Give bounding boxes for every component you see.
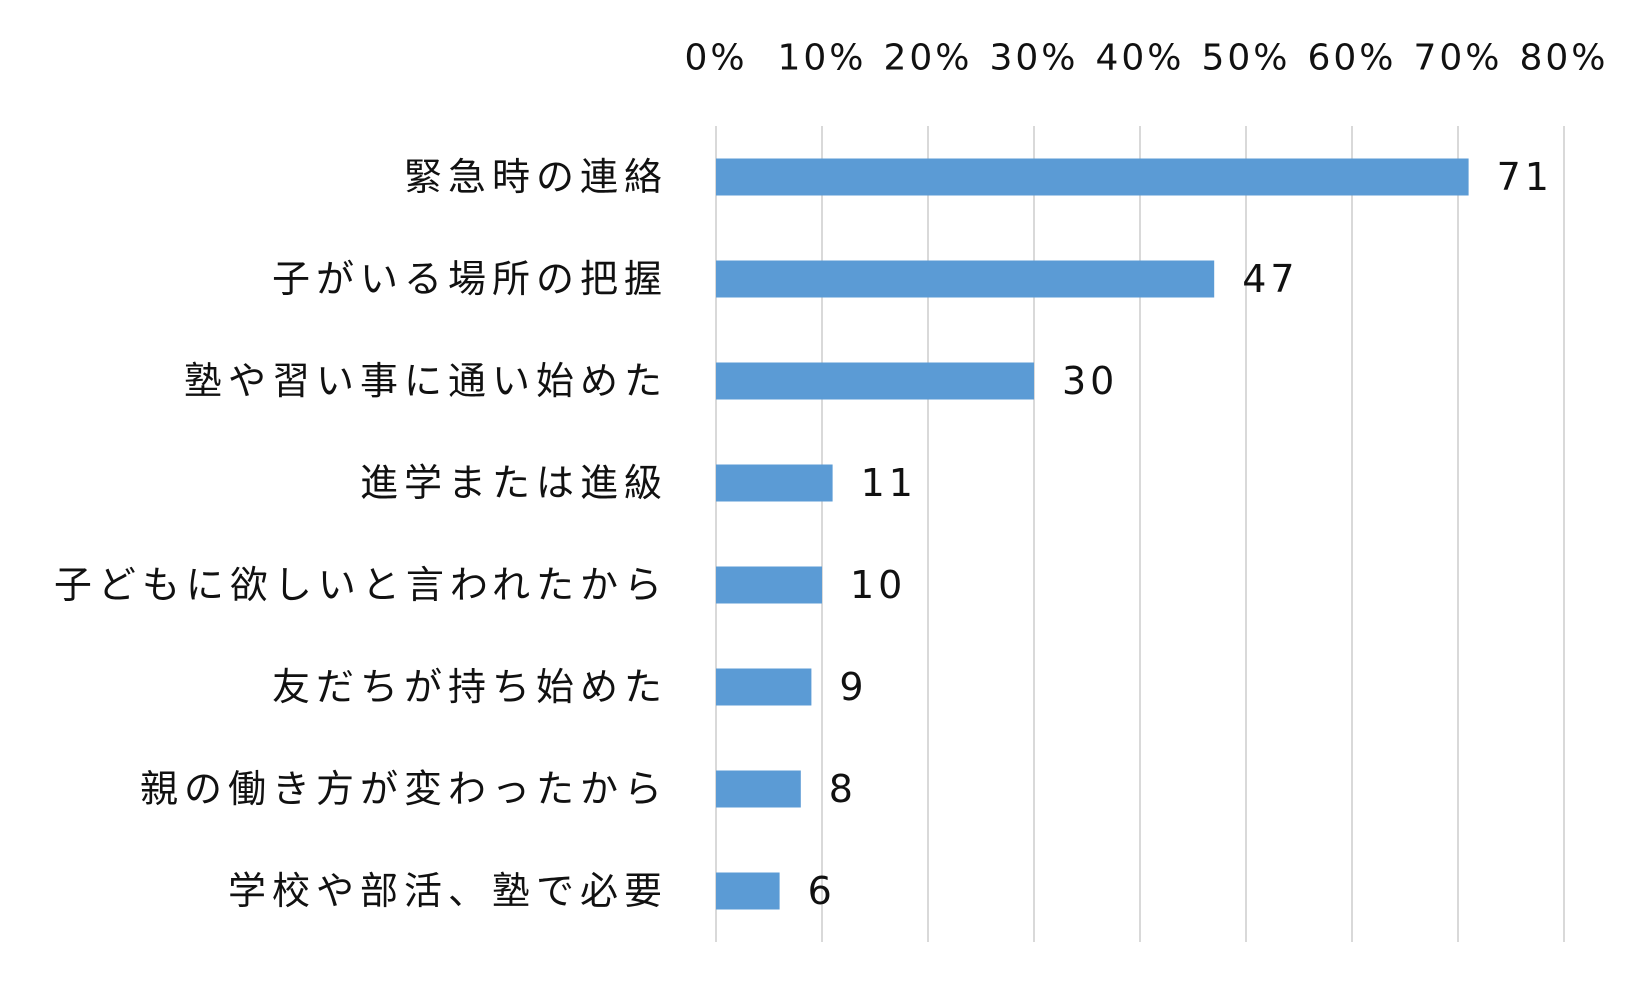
x-tick-label: 80% [1519, 38, 1608, 79]
x-tick-label: 30% [989, 38, 1078, 79]
bar [716, 158, 1469, 196]
x-tick-label: 20% [883, 38, 972, 79]
category-labels: 緊急時の連絡子がいる場所の把握塾や習い事に通い始めた進学または進級子どもに欲しい… [54, 155, 668, 913]
bar [716, 362, 1034, 400]
data-labels: 71 47 30 11 10 9 8 6 [808, 155, 1553, 913]
x-axis-ticks: 0% 10% 20% 30% 40% 50% 60% 70% 80% [684, 38, 1608, 79]
bars [716, 158, 1469, 910]
x-tick-label: 0% [684, 38, 747, 79]
bar [716, 566, 822, 604]
data-label: 71 [1497, 155, 1553, 199]
bar [716, 872, 780, 910]
bar [716, 770, 801, 808]
category-label: 子どもに欲しいと言われたから [54, 563, 668, 607]
category-label: 子がいる場所の把握 [272, 257, 668, 301]
data-label: 8 [829, 767, 857, 811]
data-label: 10 [850, 563, 906, 607]
data-label: 9 [839, 665, 867, 709]
gridlines [715, 126, 1565, 942]
data-label: 11 [861, 461, 917, 505]
category-label: 塾や習い事に通い始めた [184, 359, 668, 403]
bar [716, 464, 833, 502]
category-label: 緊急時の連絡 [404, 155, 668, 199]
bar [716, 668, 812, 706]
category-label: 友だちが持ち始めた [272, 665, 668, 709]
x-tick-label: 70% [1413, 38, 1502, 79]
x-tick-label: 40% [1095, 38, 1184, 79]
x-tick-label: 10% [777, 38, 866, 79]
category-label: 学校や部活、塾で必要 [228, 869, 668, 913]
category-label: 進学または進級 [360, 461, 668, 505]
data-label: 47 [1242, 257, 1298, 301]
data-label: 6 [808, 869, 836, 913]
bar [716, 260, 1215, 298]
x-tick-label: 60% [1307, 38, 1396, 79]
x-tick-label: 50% [1201, 38, 1290, 79]
category-label: 親の働き方が変わったから [140, 767, 668, 811]
data-label: 30 [1062, 359, 1118, 403]
